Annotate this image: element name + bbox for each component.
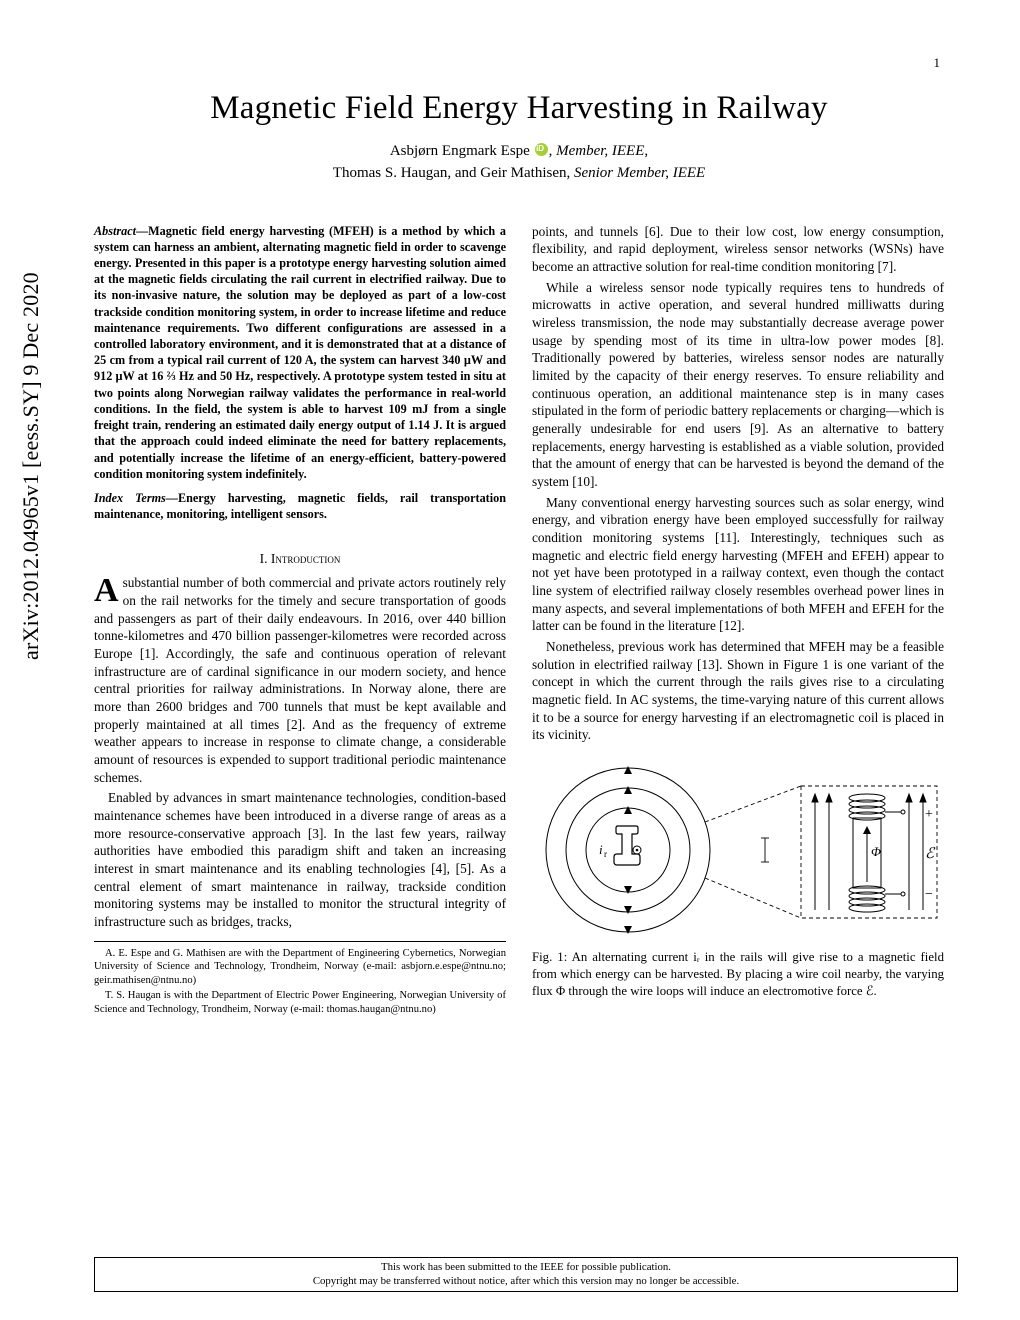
author-3-member: Senior Member, IEEE (574, 165, 705, 181)
right-para-2: While a wireless sensor node typically r… (532, 279, 944, 491)
ieee-footer: This work has been submitted to the IEEE… (94, 1257, 958, 1292)
footer-line-1: This work has been submitted to the IEEE… (101, 1261, 951, 1274)
affiliation-1: A. E. Espe and G. Mathisen are with the … (94, 947, 506, 988)
author-1: Asbjørn Engmark Espe (390, 143, 530, 159)
orcid-icon (535, 143, 548, 156)
paper-title: Magnetic Field Energy Harvesting in Rail… (94, 90, 944, 127)
fig-label-phi: Φ (871, 844, 881, 859)
right-para-1: points, and tunnels [6]. Due to their lo… (532, 223, 944, 276)
author-23: Thomas S. Haugan, and Geir Mathisen, (333, 165, 574, 181)
author-sep: , (549, 143, 557, 159)
fig-label-emf: ℰ (925, 846, 936, 862)
index-terms-label: Index Terms— (94, 491, 178, 505)
figure-1-label: Fig. 1: (532, 950, 567, 964)
right-column: points, and tunnels [6]. Due to their lo… (532, 223, 944, 1019)
dropcap: A (94, 574, 123, 606)
figure-1-caption: Fig. 1: An alternating current iᵣ in the… (532, 949, 944, 1000)
page-number: 1 (934, 55, 941, 71)
figure-1-svg: i r (533, 758, 943, 943)
abstract-text: Magnetic field energy harvesting (MFEH) … (94, 224, 506, 481)
abstract-label: Abstract— (94, 224, 148, 238)
fig-label-ir-sub: r (604, 849, 607, 859)
two-column-body: Abstract—Magnetic field energy harvestin… (94, 223, 944, 1019)
footer-line-2: Copyright may be transferred without not… (101, 1275, 951, 1288)
figure-1: i r (532, 758, 944, 1000)
right-para-3: Many conventional energy harvesting sour… (532, 494, 944, 635)
left-column: Abstract—Magnetic field energy harvestin… (94, 223, 506, 1019)
intro-para-1: Asubstantial number of both commercial a… (94, 574, 506, 786)
fig-minus: − (925, 887, 933, 902)
affiliation-2: T. S. Haugan is with the Department of E… (94, 989, 506, 1016)
intro-para-2: Enabled by advances in smart maintenance… (94, 789, 506, 930)
abstract: Abstract—Magnetic field energy harvestin… (94, 223, 506, 483)
section-1-heading: I. Introduction (94, 550, 506, 568)
right-para-4: Nonetheless, previous work has determine… (532, 638, 944, 744)
fig-plus: + (925, 807, 933, 822)
affiliations: A. E. Espe and G. Mathisen are with the … (94, 941, 506, 1017)
author-1-member: Member, IEEE (556, 143, 644, 159)
arxiv-id: arXiv:2012.04965v1 [eess.SY] 9 Dec 2020 (18, 272, 44, 660)
page-content: Magnetic Field Energy Harvesting in Rail… (94, 90, 944, 1019)
author-block: Asbjørn Engmark Espe , Member, IEEE, Tho… (94, 141, 944, 185)
figure-1-caption-text: An alternating current iᵣ in the rails w… (532, 950, 944, 998)
index-terms: Index Terms—Energy harvesting, magnetic … (94, 490, 506, 522)
fig-label-ir: i (599, 842, 603, 857)
